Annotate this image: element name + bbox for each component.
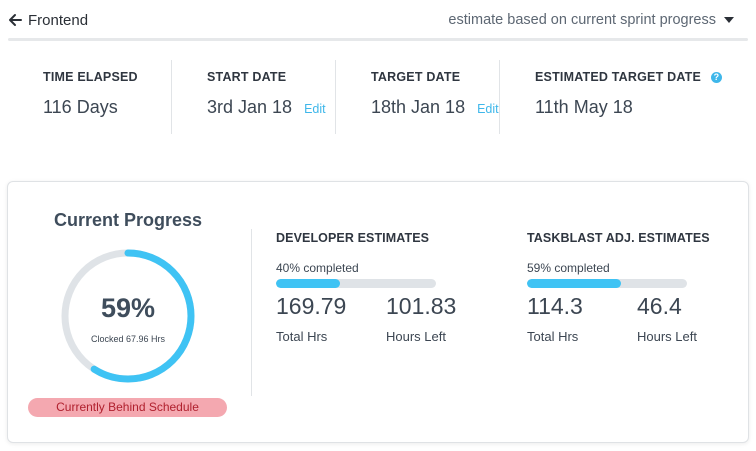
stats-row: TIME ELAPSED 116 Days START DATE 3rd Jan…: [8, 60, 748, 134]
clocked-hours: Clocked 67.96 Hrs: [90, 333, 166, 344]
developer-progress-bar: [276, 279, 436, 288]
stat-time-elapsed: TIME ELAPSED 116 Days: [8, 60, 171, 134]
top-bar: Frontend estimate based on current sprin…: [0, 0, 756, 40]
estimate-mode-label: estimate based on current sprint progres…: [448, 12, 716, 28]
card-divider: [251, 229, 252, 396]
taskblast-total-hrs: 114.3: [527, 293, 583, 319]
stat-value: 18th Jan 18: [371, 97, 466, 117]
stat-label: ESTIMATED TARGET DATE: [535, 70, 701, 84]
taskblast-estimates: TASKBLAST ADJ. ESTIMATES 59% completed 1…: [527, 231, 747, 344]
developer-completed-label: 40% completed: [276, 261, 359, 275]
developer-estimates: DEVELOPER ESTIMATES 40% completed 169.79…: [276, 231, 496, 344]
estimate-mode-dropdown[interactable]: estimate based on current sprint progres…: [448, 12, 748, 28]
taskblast-left-label: Hours Left: [637, 329, 697, 344]
caret-down-icon: [724, 17, 734, 23]
header-divider: [8, 38, 748, 41]
stat-label: TIME ELAPSED: [43, 70, 138, 84]
stat-label: TARGET DATE: [371, 70, 461, 84]
developer-total-hrs: 169.79: [276, 293, 347, 319]
edit-start-date-link[interactable]: Edit: [304, 102, 326, 116]
progress-percent: 59%: [100, 292, 156, 323]
developer-estimates-title: DEVELOPER ESTIMATES: [276, 231, 430, 245]
taskblast-hours-left: 46.4: [637, 293, 682, 319]
stat-start-date: START DATE 3rd Jan 18 Edit: [171, 60, 335, 134]
taskblast-progress-fill: [527, 279, 622, 288]
edit-target-date-link[interactable]: Edit: [477, 102, 499, 116]
help-icon[interactable]: ?: [711, 71, 722, 83]
progress-ring: 59% Clocked 67.96 Hrs: [58, 246, 198, 386]
arrow-left-icon: [8, 13, 22, 27]
taskblast-total-label: Total Hrs: [527, 329, 579, 344]
stat-value: 116 Days: [43, 97, 118, 117]
taskblast-progress-bar: [527, 279, 687, 288]
progress-card: Current Progress 59% Clocked 67.96 Hrs C…: [7, 181, 749, 443]
stat-target-date: TARGET DATE 18th Jan 18 Edit: [335, 60, 499, 134]
stat-estimated-target-date: ESTIMATED TARGET DATE ? 11th May 18: [499, 60, 748, 134]
back-link[interactable]: Frontend: [8, 12, 88, 29]
developer-progress-fill: [276, 279, 340, 288]
stat-value: 3rd Jan 18: [207, 97, 293, 117]
taskblast-completed-label: 59% completed: [527, 261, 610, 275]
stat-value: 11th May 18: [535, 97, 633, 117]
developer-left-label: Hours Left: [386, 329, 446, 344]
status-badge: Currently Behind Schedule: [28, 398, 227, 417]
developer-total-label: Total Hrs: [276, 329, 328, 344]
progress-ring-fill: [61, 249, 195, 383]
stat-label: START DATE: [207, 70, 287, 84]
developer-hours-left: 101.83: [386, 293, 457, 319]
project-name: Frontend: [28, 11, 89, 29]
taskblast-estimates-title: TASKBLAST ADJ. ESTIMATES: [527, 231, 710, 245]
progress-title: Current Progress: [53, 210, 203, 230]
